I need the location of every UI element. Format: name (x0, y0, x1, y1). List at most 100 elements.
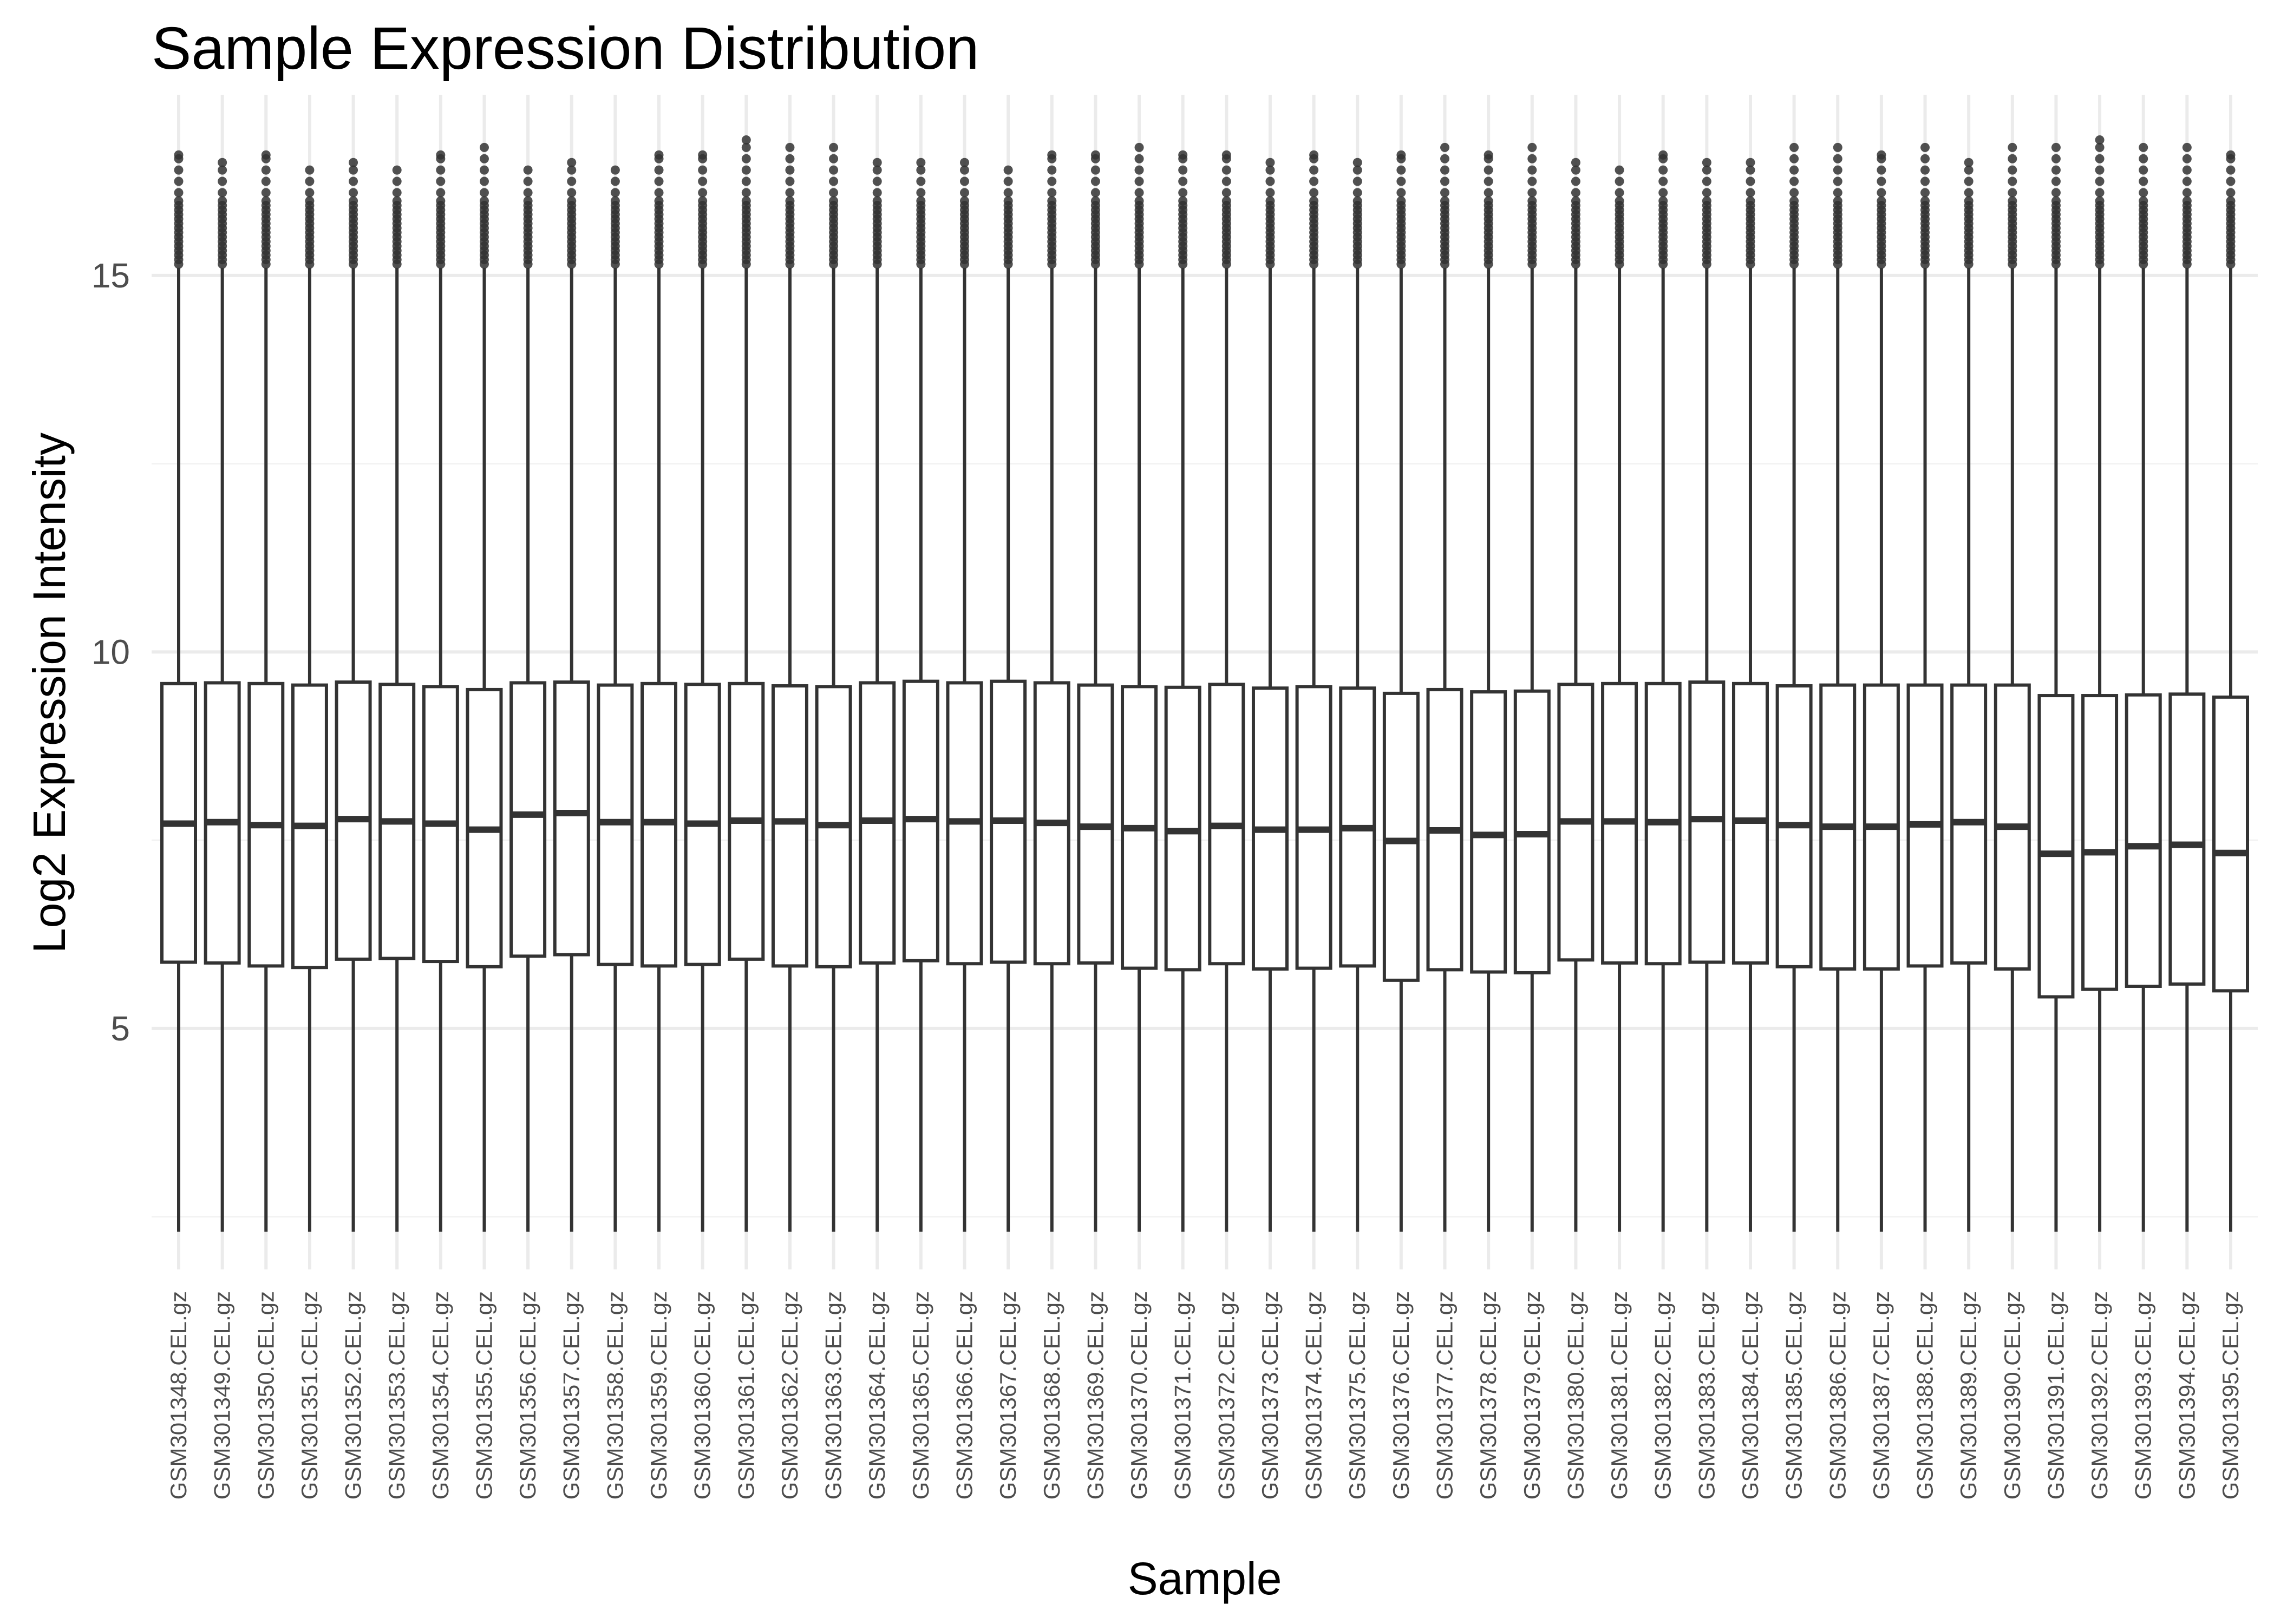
outlier-point (349, 165, 358, 175)
outlier-point (261, 196, 271, 206)
outlier-point (916, 165, 926, 175)
x-tick-label: GSM301361.CEL.gz (733, 1291, 759, 1499)
outlier-point (1352, 188, 1362, 198)
outlier-point (261, 165, 271, 175)
outlier-point (523, 196, 533, 206)
x-tick-label: GSM301383.CEL.gz (1694, 1291, 1719, 1499)
boxplot-GSM301377.CEL.gz (1426, 142, 1463, 1232)
outlier-point (785, 188, 795, 198)
x-tick-label: GSM301392.CEL.gz (2087, 1291, 2112, 1499)
x-tick-label: GSM301357.CEL.gz (559, 1291, 584, 1499)
grid-layer (152, 95, 2258, 1269)
outlier-point (1571, 196, 1580, 206)
outlier-point (1877, 176, 1886, 186)
outlier-point (2226, 188, 2236, 198)
x-tick-label: GSM301363.CEL.gz (821, 1291, 846, 1499)
x-tick-label: GSM301359.CEL.gz (646, 1291, 671, 1499)
x-tick-label: GSM301382.CEL.gz (1650, 1291, 1676, 1499)
outlier-point (1396, 150, 1406, 160)
outlier-point (1702, 188, 1711, 198)
outlier-point (654, 165, 664, 175)
outlier-point (654, 188, 664, 198)
outlier-point (1309, 188, 1319, 198)
x-tick-label: GSM301360.CEL.gz (690, 1291, 715, 1499)
outlier-point (1134, 142, 1144, 152)
outlier-point (2139, 196, 2148, 206)
outlier-point (1571, 188, 1580, 198)
outlier-point (1090, 196, 1100, 206)
x-tick-label: GSM301381.CEL.gz (1606, 1291, 1632, 1499)
boxplot-GSM301355.CEL.gz (466, 142, 503, 1232)
x-tick-label: GSM301384.CEL.gz (1737, 1291, 1763, 1499)
outlier-point (1047, 150, 1057, 160)
outlier-point (2095, 188, 2105, 198)
outlier-point (1265, 176, 1275, 186)
x-tick-label: GSM301386.CEL.gz (1825, 1291, 1850, 1499)
outlier-point (1178, 196, 1188, 206)
outlier-point (218, 165, 227, 175)
y-tick-labels: 5 10 15 (92, 256, 130, 1048)
boxplot-GSM301358.CEL.gz (597, 165, 634, 1232)
outlier-point (785, 142, 795, 152)
x-axis-title: Sample (1128, 1553, 1282, 1604)
outlier-point (2051, 188, 2061, 198)
outlier-point (785, 154, 795, 163)
outlier-point (392, 196, 402, 206)
outlier-point (1571, 158, 1580, 167)
outlier-point (741, 165, 751, 175)
outlier-point (610, 188, 620, 198)
outlier-point (1309, 150, 1319, 160)
outlier-point (1352, 158, 1362, 167)
boxplot-GSM301368.CEL.gz (1033, 150, 1070, 1232)
outlier-point (1265, 158, 1275, 167)
outlier-point (523, 176, 533, 186)
outlier-point (1396, 165, 1406, 175)
outlier-point (567, 176, 577, 186)
outlier-point (829, 188, 839, 198)
outlier-point (1527, 176, 1537, 186)
outlier-point (829, 142, 839, 152)
boxplot-GSM301393.CEL.gz (2125, 142, 2162, 1232)
outlier-point (1833, 196, 1842, 206)
x-tick-label: GSM301349.CEL.gz (210, 1291, 235, 1499)
y-tick-label: 5 (110, 1009, 130, 1048)
outlier-point (1090, 176, 1100, 186)
outlier-point (1440, 188, 1450, 198)
outlier-point (2095, 154, 2105, 163)
outlier-point (2008, 142, 2017, 152)
outlier-point (1571, 176, 1580, 186)
outlier-point (1658, 165, 1668, 175)
outlier-point (436, 188, 446, 198)
boxplot-GSM301379.CEL.gz (1513, 142, 1551, 1232)
outlier-point (1746, 196, 1755, 206)
outlier-point (1047, 196, 1057, 206)
outlier-point (1658, 150, 1668, 160)
outlier-point (1221, 196, 1231, 206)
outlier-point (174, 165, 184, 175)
outlier-point (872, 188, 882, 198)
outlier-point (1484, 196, 1493, 206)
outlier-point (2139, 142, 2148, 152)
outlier-point (1789, 176, 1799, 186)
outlier-point (1527, 188, 1537, 198)
outlier-point (654, 150, 664, 160)
x-tick-label: GSM301376.CEL.gz (1388, 1291, 1414, 1499)
outlier-point (1658, 196, 1668, 206)
boxplot-GSM301386.CEL.gz (1819, 142, 1857, 1232)
outlier-point (436, 165, 446, 175)
outlier-point (2008, 165, 2017, 175)
outlier-point (1003, 165, 1013, 175)
outlier-point (349, 158, 358, 167)
outlier-point (1789, 154, 1799, 163)
outlier-point (698, 196, 708, 206)
outlier-point (2051, 142, 2061, 152)
boxplot-GSM301395.CEL.gz (2212, 150, 2249, 1232)
outlier-point (1003, 196, 1013, 206)
outlier-point (1615, 165, 1624, 175)
outlier-point (392, 176, 402, 186)
outlier-point (174, 188, 184, 198)
outlier-point (959, 165, 969, 175)
boxplot-GSM301389.CEL.gz (1950, 158, 1988, 1232)
outlier-point (2139, 188, 2148, 198)
outlier-point (174, 150, 184, 160)
